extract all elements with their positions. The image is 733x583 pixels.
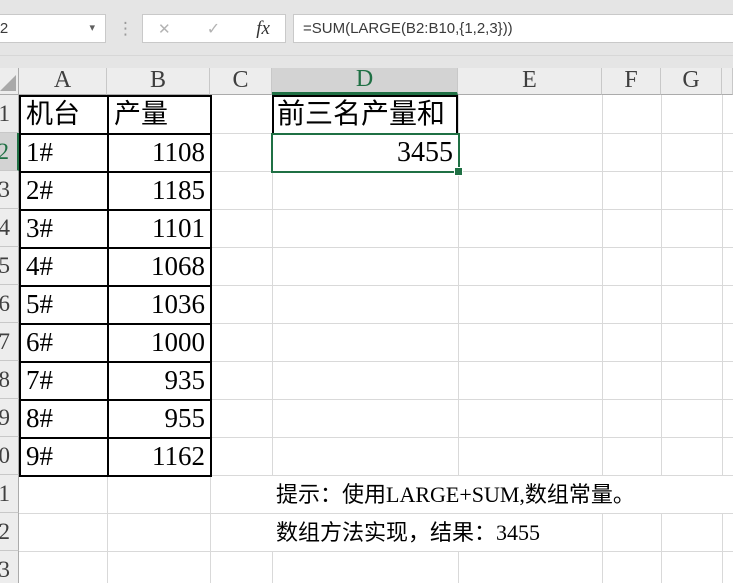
cell-d2-selected[interactable]: 3455 xyxy=(271,133,463,176)
cell-b6[interactable]: 1036 xyxy=(109,287,212,325)
cell-d12-note[interactable]: 数组方法实现，结果：3455 xyxy=(272,514,568,551)
row-header-3[interactable]: 3 xyxy=(0,171,19,209)
cell-a8[interactable]: 7# xyxy=(21,363,109,401)
cell-b4[interactable]: 1101 xyxy=(109,211,212,249)
name-box-value: D2 xyxy=(0,20,9,37)
row-header-9[interactable]: 9 xyxy=(0,399,19,437)
gridline xyxy=(722,95,723,583)
cell-d1-title[interactable]: 前三名产量和 xyxy=(272,95,458,135)
cell-b10[interactable]: 1162 xyxy=(109,439,212,477)
row-header-8[interactable]: 8 xyxy=(0,361,19,399)
row-header-10[interactable]: 10 xyxy=(0,437,19,475)
cell-b2[interactable]: 1108 xyxy=(109,135,212,173)
cell-a10[interactable]: 9# xyxy=(21,439,109,477)
cell-a1[interactable]: 机台 xyxy=(21,97,109,135)
chevron-down-icon[interactable]: ▾ xyxy=(89,22,95,34)
row-header-5[interactable]: 5 xyxy=(0,247,19,285)
gridline xyxy=(19,551,733,552)
column-header-g[interactable]: G xyxy=(661,68,722,95)
cell-a5[interactable]: 4# xyxy=(21,249,109,287)
column-header-h-partial[interactable] xyxy=(722,68,733,95)
gridline xyxy=(19,399,733,400)
row-header-12[interactable]: 12 xyxy=(0,513,19,551)
cell-b8[interactable]: 935 xyxy=(109,363,212,401)
row-header-11[interactable]: 11 xyxy=(0,475,19,513)
cell-b7[interactable]: 1000 xyxy=(109,325,212,363)
cell-a3[interactable]: 2# xyxy=(21,173,109,211)
insert-function-icon[interactable]: fx xyxy=(256,17,270,39)
gridline xyxy=(661,95,662,583)
gridline xyxy=(19,475,733,476)
cell-b1[interactable]: 产量 xyxy=(109,97,212,135)
column-header-f[interactable]: F xyxy=(602,68,661,95)
gridline xyxy=(19,513,733,514)
gridline xyxy=(272,95,273,583)
row-header-4[interactable]: 4 xyxy=(0,209,19,247)
column-header-d-selected[interactable]: D xyxy=(272,67,458,95)
data-table: 机台 产量 1# 1108 2# 1185 3# 1101 4# 1068 5#… xyxy=(19,95,212,477)
gridline xyxy=(602,95,603,583)
select-all-triangle-icon xyxy=(0,75,16,91)
column-header-b[interactable]: B xyxy=(107,68,210,95)
name-box[interactable]: D2 ▾ xyxy=(0,14,106,43)
column-header-e[interactable]: E xyxy=(458,68,602,95)
cell-b3[interactable]: 1185 xyxy=(109,173,212,211)
column-header-a[interactable]: A xyxy=(19,68,107,95)
cell-a9[interactable]: 8# xyxy=(21,401,109,439)
selected-cell-value: 3455 xyxy=(397,137,453,168)
cell-b9[interactable]: 955 xyxy=(109,401,212,439)
gridline xyxy=(19,361,733,362)
cell-d11-note[interactable]: 提示：使用LARGE+SUM,数组常量。 xyxy=(272,476,726,513)
formula-buttons-group: ✕ ✓ fx xyxy=(142,14,286,43)
row-header-2-selected[interactable]: 2 xyxy=(0,133,19,171)
column-header-c[interactable]: C xyxy=(210,68,272,95)
formula-bar[interactable]: =SUM(LARGE(B2:B10,{1,2,3})) xyxy=(293,14,733,43)
row-header-7[interactable]: 7 xyxy=(0,323,19,361)
gridline xyxy=(19,437,733,438)
toolbar-divider xyxy=(0,55,733,56)
separator-dots-icon: ⋮ xyxy=(117,19,134,38)
cell-b5[interactable]: 1068 xyxy=(109,249,212,287)
gridline xyxy=(458,95,459,583)
row-header-6[interactable]: 6 xyxy=(0,285,19,323)
row-header-13[interactable]: 13 xyxy=(0,551,19,583)
cell-a2[interactable]: 1# xyxy=(21,135,109,173)
cell-a7[interactable]: 6# xyxy=(21,325,109,363)
fill-handle[interactable] xyxy=(454,167,463,176)
gridline xyxy=(19,247,733,248)
cell-a6[interactable]: 5# xyxy=(21,287,109,325)
row-header-1[interactable]: 1 xyxy=(0,95,19,133)
cancel-icon[interactable]: ✕ xyxy=(158,20,171,38)
formula-text: =SUM(LARGE(B2:B10,{1,2,3})) xyxy=(303,20,513,37)
select-all-corner[interactable] xyxy=(0,68,19,95)
confirm-icon[interactable]: ✓ xyxy=(206,20,221,38)
gridline xyxy=(19,323,733,324)
cell-a4[interactable]: 3# xyxy=(21,211,109,249)
gridline xyxy=(19,285,733,286)
gridline xyxy=(19,209,733,210)
